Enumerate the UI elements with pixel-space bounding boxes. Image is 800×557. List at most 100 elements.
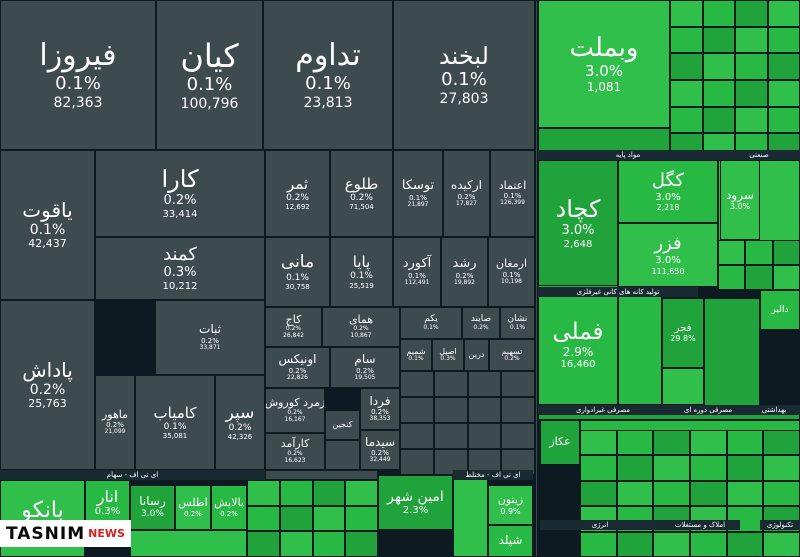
gray-tile[interactable]: توسکا 0.1% 21,897	[393, 150, 443, 237]
minor-symbol-tile[interactable]	[279, 480, 313, 506]
gray-tile[interactable]: یکم 0.1%	[400, 307, 462, 339]
minor-symbol-tile[interactable]	[616, 531, 654, 557]
green-tile[interactable]: زیتون 0.9%	[488, 485, 533, 525]
minor-symbol-tile[interactable]	[653, 430, 690, 456]
minor-symbol-tile[interactable]	[265, 470, 378, 480]
gray-tile[interactable]: اونیکس 0.2% 22,826	[265, 347, 330, 388]
minor-symbol-tile[interactable]	[767, 0, 800, 27]
minor-symbol-tile[interactable]	[400, 449, 434, 475]
minor-symbol-tile[interactable]	[745, 240, 773, 265]
minor-symbol-tile[interactable]	[433, 371, 468, 397]
minor-symbol-tile[interactable]	[467, 371, 502, 397]
gray-tile[interactable]: اعتماد 0.1% 126,399	[490, 150, 535, 237]
green-tile[interactable]: فزر 3.0% 111,650	[618, 223, 718, 287]
minor-symbol-tile[interactable]	[763, 480, 800, 507]
gray-tile[interactable]: نشان 0.1%	[500, 307, 535, 339]
minor-symbol-tile[interactable]	[616, 455, 654, 481]
gray-tile[interactable]: رشد 0.2% 19,892	[441, 237, 488, 307]
minor-symbol-tile[interactable]	[670, 80, 703, 107]
minor-symbol-tile[interactable]	[501, 371, 535, 397]
minor-symbol-tile[interactable]	[670, 26, 703, 54]
minor-symbol-tile[interactable]	[670, 0, 703, 27]
minor-symbol-tile[interactable]	[247, 531, 280, 557]
gray-tile[interactable]: تسهیم 0.2%	[489, 339, 535, 371]
gray-tile[interactable]: سپر 0.2% 42,326	[215, 375, 265, 470]
minor-symbol-tile[interactable]	[735, 0, 768, 27]
gray-tile[interactable]: کارآمد 0.2% 16,623	[265, 433, 325, 470]
gray-tile[interactable]: ارکیده 0.2% 17,827	[443, 150, 490, 237]
minor-symbol-tile[interactable]	[690, 480, 727, 507]
minor-symbol-tile[interactable]	[735, 53, 768, 80]
minor-symbol-tile[interactable]	[735, 26, 768, 54]
minor-symbol-tile[interactable]	[130, 530, 247, 557]
minor-symbol-tile[interactable]	[345, 480, 378, 506]
green-tile[interactable]: کگل 3.0% 2,218	[618, 160, 718, 223]
minor-symbol-tile[interactable]	[763, 455, 800, 481]
minor-symbol-tile[interactable]	[400, 397, 434, 423]
minor-symbol-tile[interactable]	[735, 106, 768, 134]
green-tile[interactable]: بالایش 0.2%	[211, 485, 247, 530]
gray-tile[interactable]: لبخند 0.1% 27,803	[393, 0, 535, 150]
minor-symbol-tile[interactable]	[702, 26, 735, 54]
minor-symbol-tile[interactable]	[772, 265, 800, 290]
minor-symbol-tile[interactable]	[247, 505, 280, 532]
green-tile[interactable]: فملی 2.9% 16,460	[538, 285, 618, 405]
minor-symbol-tile[interactable]	[312, 505, 346, 532]
minor-symbol-tile[interactable]	[702, 80, 735, 107]
minor-symbol-tile[interactable]	[690, 531, 727, 557]
minor-symbol-tile[interactable]	[433, 397, 468, 423]
minor-symbol-tile[interactable]	[400, 423, 434, 449]
green-tile[interactable]: وبملت 3.0% 1,081	[538, 0, 670, 128]
green-tile[interactable]: سرود 3.0%	[720, 160, 760, 240]
gray-tile[interactable]: ثبات 0.2% 33,871	[155, 300, 265, 375]
gray-tile[interactable]: کامیاب 0.1% 35,081	[135, 375, 215, 470]
minor-symbol-tile[interactable]	[279, 505, 313, 532]
gray-tile[interactable]: کارا 0.2% 33,414	[95, 150, 265, 237]
minor-symbol-tile[interactable]	[702, 0, 735, 27]
green-tile[interactable]: شپلد	[488, 525, 533, 557]
minor-symbol-tile[interactable]	[653, 455, 690, 481]
minor-symbol-tile[interactable]	[616, 430, 654, 456]
minor-symbol-tile[interactable]	[767, 80, 800, 107]
gray-tile[interactable]: سیدما 0.2% 32,449	[360, 430, 400, 470]
minor-symbol-tile[interactable]	[702, 106, 735, 134]
gray-tile[interactable]: مانی 0.1% 30,758	[265, 237, 330, 307]
gray-tile[interactable]: کیان 0.1% 100,796	[156, 0, 263, 150]
minor-symbol-tile[interactable]	[653, 480, 690, 507]
minor-symbol-tile[interactable]	[580, 531, 617, 557]
minor-symbol-tile[interactable]	[690, 455, 727, 481]
green-tile[interactable]: امین شهر 2.3%	[378, 475, 453, 530]
minor-symbol-tile[interactable]	[618, 287, 662, 405]
gray-tile[interactable]: ارمغان 0.1% 10,198	[488, 237, 535, 307]
minor-symbol-tile[interactable]	[247, 480, 280, 506]
gray-tile[interactable]: زمرد کوروش 0.2% 16,167	[265, 388, 325, 433]
minor-symbol-tile[interactable]	[653, 531, 690, 557]
minor-symbol-tile[interactable]	[767, 26, 800, 54]
minor-symbol-tile[interactable]	[662, 368, 704, 405]
minor-symbol-tile[interactable]	[767, 106, 800, 134]
minor-symbol-tile[interactable]	[345, 531, 378, 557]
minor-symbol-tile[interactable]	[312, 531, 346, 557]
minor-symbol-tile[interactable]	[580, 455, 617, 481]
minor-symbol-tile[interactable]	[453, 475, 488, 557]
gray-tile[interactable]: درین	[464, 339, 489, 371]
green-tile[interactable]: فجر 29.8%	[662, 298, 704, 368]
green-tile[interactable]: انار 0.3%	[85, 480, 130, 525]
gray-tile[interactable]: پاداش 0.2% 25,763	[0, 300, 95, 470]
gray-tile[interactable]: پایا 0.1% 25,519	[330, 237, 393, 307]
minor-symbol-tile[interactable]	[726, 455, 764, 481]
minor-symbol-tile[interactable]	[690, 430, 727, 456]
minor-symbol-tile[interactable]	[772, 240, 800, 265]
gray-tile[interactable]: فردا 0.2% 38,353	[360, 388, 400, 430]
green-tile[interactable]: اطلس 0.2%	[175, 485, 211, 530]
gray-tile[interactable]: همای 0.2% 10,867	[322, 307, 400, 347]
gray-tile[interactable]: فیروزا 0.1% 82,363	[0, 0, 156, 150]
gray-tile[interactable]: تداوم 0.1% 23,813	[263, 0, 393, 150]
minor-symbol-tile[interactable]	[312, 480, 346, 506]
minor-symbol-tile[interactable]	[745, 265, 773, 290]
minor-symbol-tile[interactable]	[467, 423, 502, 449]
minor-symbol-tile[interactable]	[325, 440, 360, 470]
minor-symbol-tile[interactable]	[726, 430, 764, 456]
gray-tile[interactable]: شمیم 0.1%	[400, 339, 432, 371]
minor-symbol-tile[interactable]	[433, 423, 468, 449]
